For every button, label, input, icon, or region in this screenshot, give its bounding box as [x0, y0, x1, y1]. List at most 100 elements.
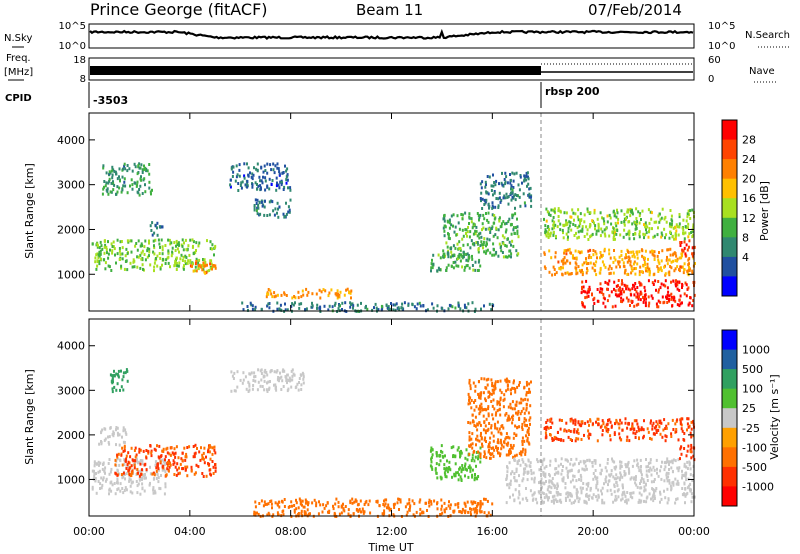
- data-cell: [254, 379, 257, 383]
- data-cell: [248, 382, 251, 386]
- data-cell: [127, 451, 130, 455]
- data-cell: [515, 467, 518, 471]
- data-cell: [500, 181, 503, 185]
- data-cell: [202, 261, 205, 265]
- data-cell: [599, 234, 602, 238]
- data-cell: [102, 164, 105, 168]
- data-cell: [496, 448, 499, 452]
- data-cell: [484, 399, 487, 403]
- data-cell: [503, 178, 506, 181]
- data-cell: [157, 476, 160, 480]
- data-cell: [116, 382, 119, 386]
- data-cell: [108, 435, 111, 439]
- data-cell: [515, 400, 518, 404]
- data-cell: [202, 456, 204, 460]
- data-cell: [289, 188, 292, 192]
- data-cell: [679, 420, 682, 424]
- data-cell: [483, 377, 486, 381]
- data-cell: [569, 462, 572, 466]
- data-cell: [604, 305, 607, 309]
- data-cell: [557, 484, 559, 488]
- data-cell: [158, 486, 161, 490]
- data-cell: [133, 449, 136, 452]
- data-cell: [644, 221, 647, 225]
- data-cell: [477, 450, 480, 454]
- data-cell: [586, 269, 589, 272]
- data-cell: [460, 253, 462, 257]
- data-cell: [203, 258, 206, 262]
- data-cell: [666, 248, 669, 252]
- data-cell: [498, 242, 501, 246]
- data-cell: [621, 497, 624, 501]
- data-cell: [118, 433, 121, 437]
- data-cell: [544, 472, 547, 476]
- data-cell: [130, 239, 133, 243]
- data-cell: [517, 252, 520, 256]
- data-cell: [584, 460, 587, 464]
- data-cell: [161, 225, 164, 229]
- data-cell: [142, 449, 145, 453]
- data-cell: [471, 242, 474, 246]
- data-cell: [617, 288, 620, 292]
- data-cell: [682, 249, 685, 253]
- data-cell: [189, 261, 192, 265]
- data-cell: [640, 426, 643, 430]
- data-cell: [615, 418, 618, 422]
- data-cell: [153, 473, 156, 477]
- data-cell: [545, 207, 548, 211]
- data-cell: [514, 206, 516, 210]
- data-cell: [596, 476, 599, 480]
- data-cell: [305, 287, 308, 291]
- colorbar-swatch: [722, 369, 737, 390]
- data-cell: [586, 232, 589, 236]
- data-cell: [470, 513, 472, 517]
- data-cell: [260, 179, 263, 183]
- data-cell: [109, 373, 112, 377]
- data-cell: [554, 251, 557, 255]
- data-cell: [287, 186, 289, 190]
- data-cell: [608, 213, 611, 217]
- data-cell: [576, 215, 579, 219]
- data-cell: [658, 212, 661, 216]
- data-cell: [510, 392, 512, 396]
- data-cell: [360, 301, 362, 305]
- data-cell: [485, 249, 488, 253]
- data-cell: [263, 388, 266, 392]
- data-cell: [485, 244, 487, 248]
- data-cell: [471, 442, 474, 446]
- data-cell: [665, 424, 668, 428]
- data-cell: [560, 462, 562, 466]
- data-cell: [231, 374, 234, 378]
- data-cell: [642, 478, 645, 482]
- data-cell: [291, 302, 294, 306]
- data-cell: [471, 475, 474, 479]
- data-cell: [246, 185, 249, 189]
- data-cell: [597, 226, 600, 230]
- data-cell: [624, 463, 627, 467]
- data-cell: [105, 245, 108, 249]
- data-cell: [547, 231, 550, 235]
- data-cell: [645, 269, 647, 273]
- data-cell: [102, 476, 105, 480]
- data-cell: [494, 413, 497, 417]
- data-cell: [659, 266, 662, 270]
- data-cell: [474, 509, 477, 513]
- data-cell: [620, 209, 623, 213]
- data-cell: [497, 206, 500, 209]
- data-cell: [152, 486, 155, 490]
- data-cell: [629, 477, 632, 481]
- data-cell: [669, 265, 672, 268]
- data-cell: [670, 280, 672, 284]
- data-cell: [138, 447, 141, 451]
- data-cell: [689, 296, 692, 300]
- data-cell: [258, 502, 261, 505]
- data-cell: [563, 249, 566, 253]
- data-cell: [626, 435, 629, 439]
- data-cell: [558, 418, 561, 422]
- data-cell: [116, 190, 119, 194]
- data-cell: [597, 488, 600, 492]
- data-cell: [637, 465, 640, 469]
- data-cell: [588, 423, 590, 427]
- data-cell: [327, 294, 330, 298]
- data-cell: [209, 262, 212, 266]
